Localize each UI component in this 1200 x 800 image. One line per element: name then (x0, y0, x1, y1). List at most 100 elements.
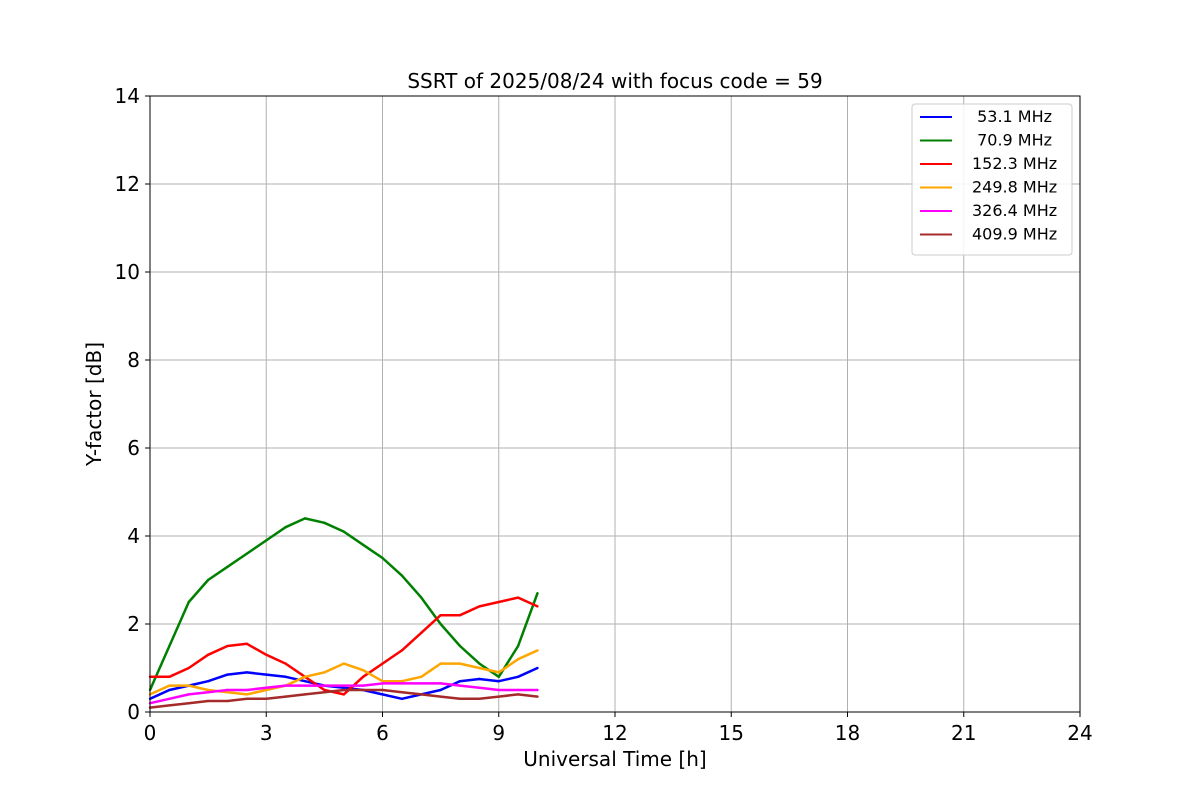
series-5-point (439, 695, 442, 698)
legend-box (911, 103, 1073, 256)
series-3-point (497, 671, 500, 674)
series-4-point (265, 686, 268, 689)
series-2-point (342, 693, 345, 696)
series-0-point (478, 677, 481, 681)
series-2-point (439, 614, 442, 617)
y-tick-label: 2 (127, 612, 140, 636)
series-0-point (497, 680, 500, 683)
series-1-point (516, 644, 520, 648)
x-tick-label: 12 (602, 721, 627, 745)
y-tick-label: 12 (115, 172, 140, 196)
series-3-point (245, 693, 249, 696)
series-4-point (303, 684, 307, 687)
series-4-point (342, 684, 345, 687)
series-2-point (187, 666, 190, 670)
y-tick-label: 4 (127, 524, 140, 548)
series-3-point (265, 688, 268, 692)
series-2-point (478, 605, 481, 608)
series-1-point (497, 675, 500, 678)
series-2-point (226, 644, 229, 648)
y-tick-label: 14 (115, 84, 140, 108)
series-1-point (265, 539, 268, 542)
x-tick-label: 0 (144, 721, 157, 745)
legend-entry-label: 326.4 MHz (972, 201, 1057, 220)
series-1-point (361, 543, 365, 546)
series-2-point (458, 614, 462, 617)
y-axis-label: Y-factor [dB] (82, 342, 106, 467)
series-0-point (516, 675, 520, 678)
legend-entry-label: 249.8 MHz (972, 178, 1057, 197)
series-0-point (168, 688, 171, 692)
series-2-point (245, 642, 249, 645)
y-tick-label: 6 (127, 436, 140, 460)
series-4-point (226, 688, 229, 692)
series-5-point (226, 699, 229, 703)
series-2-point (516, 596, 520, 599)
series-1-point (245, 552, 249, 555)
series-4-point (206, 691, 210, 694)
series-0-point (303, 680, 307, 683)
series-0-point (245, 671, 249, 674)
series-4-point (458, 684, 462, 687)
legend: 53.1 MHz 70.9 MHz 152.3 MHz 249.8 MHz 326.4… (911, 103, 1073, 256)
series-2-point (400, 649, 404, 652)
legend-entry-label: 152.3 MHz (972, 154, 1057, 173)
series-3-point (342, 662, 345, 665)
series-1-point (168, 644, 171, 648)
series-3-point (381, 680, 384, 683)
series-1-point (439, 622, 442, 626)
y-tick-label: 0 (127, 700, 140, 724)
series-2-point (206, 653, 210, 656)
series-0-point (342, 686, 345, 689)
series-4-point (478, 686, 481, 689)
series-3-point (323, 671, 326, 674)
series-4-point (168, 697, 171, 700)
series-0-point (226, 673, 229, 676)
series-0-point (381, 693, 384, 696)
series-5-point (400, 691, 404, 694)
series-5-point (303, 693, 307, 696)
series-1-point (226, 565, 229, 568)
x-tick-label: 9 (492, 721, 505, 745)
legend-entry-label: 53.1 MHz (972, 107, 1052, 126)
series-2-point (323, 688, 326, 692)
series-2-point (420, 631, 423, 634)
series-2-point (284, 662, 287, 665)
series-4-point (361, 684, 365, 687)
series-5-point (245, 697, 249, 700)
series-5-point (323, 691, 326, 694)
series-1-point (420, 596, 423, 599)
series-5-point (420, 693, 423, 696)
x-tick-label: 6 (376, 721, 389, 745)
series-0-point (206, 680, 210, 683)
series-3-point (439, 662, 442, 665)
series-5-point (516, 693, 520, 696)
series-5-point (381, 688, 384, 692)
series-3-point (303, 675, 307, 678)
series-0-point (265, 673, 268, 676)
series-1-point (206, 578, 210, 582)
x-axis-label: Universal Time [h] (523, 747, 706, 771)
series-5-point (478, 697, 481, 700)
series-layer (148, 517, 539, 709)
series-3-point (420, 675, 423, 678)
series-5-point (458, 697, 462, 700)
series-0-point (439, 688, 442, 692)
series-0-point (536, 666, 539, 670)
x-tick-label: 15 (719, 721, 744, 745)
series-1-point (400, 574, 404, 577)
x-tick-label: 18 (835, 721, 860, 745)
legend-entry-label: 70.9 MHz (972, 131, 1052, 150)
series-4-point (400, 682, 404, 685)
series-5-point (361, 688, 365, 692)
series-4-point (323, 684, 326, 687)
series-1-point (303, 517, 307, 520)
series-4-point (187, 693, 190, 696)
series-3-point (400, 680, 404, 683)
series-1-point (342, 530, 345, 533)
series-3-point (458, 662, 462, 665)
y-tick-label: 10 (115, 260, 140, 284)
series-1-point (478, 662, 481, 665)
chart-title: SSRT of 2025/08/24 with focus code = 59 (407, 69, 822, 93)
